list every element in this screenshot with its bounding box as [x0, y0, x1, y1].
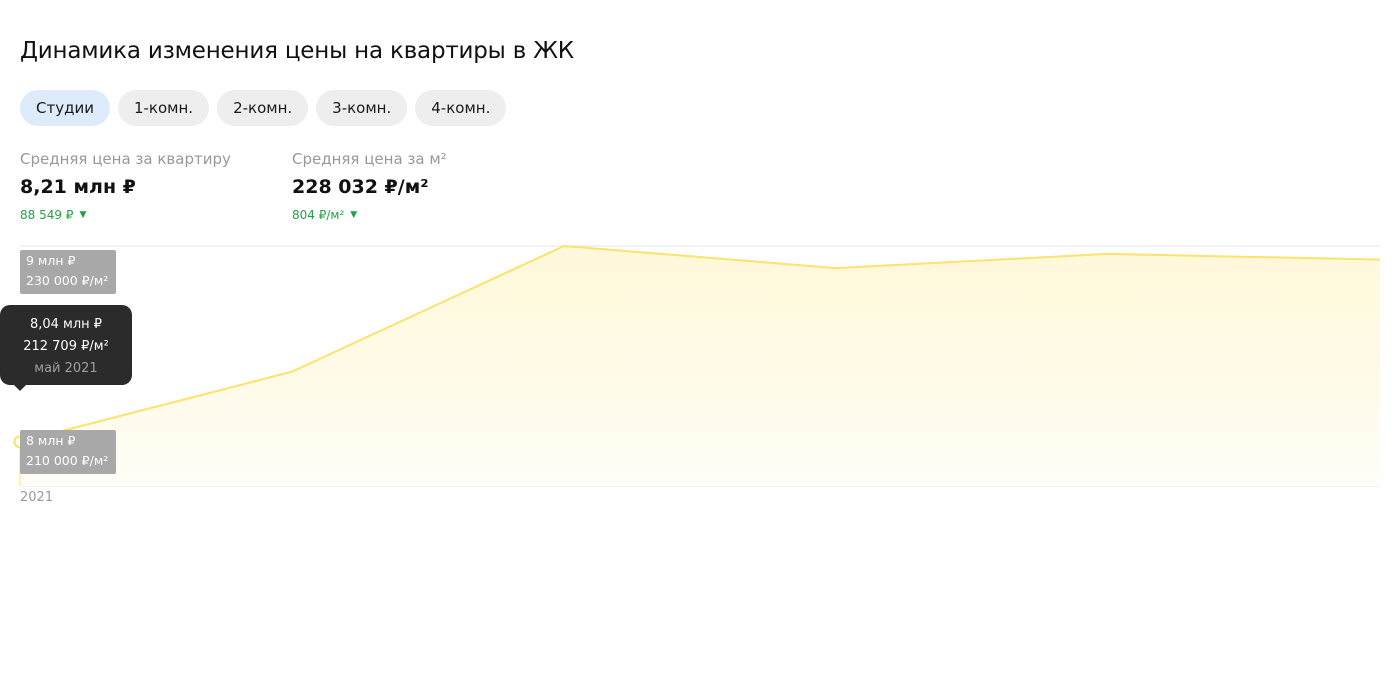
avg-price-m2-stat: Средняя цена за м² 228 032 ₽/м² 804 ₽/м²… [292, 149, 447, 223]
avg-price-label: Средняя цена за квартиру [20, 150, 231, 168]
down-arrow-icon: ▼ [350, 210, 358, 220]
avg-price-change: 88 549 ₽ ▼ [20, 207, 231, 223]
avg-price-value: 8,21 млн ₽ [20, 176, 136, 198]
y-tick-price-m2: 230 000 ₽/м² [26, 273, 109, 288]
tab-4-room[interactable]: 4-комн. [415, 90, 507, 126]
data-point [289, 369, 295, 375]
down-arrow-icon: ▼ [79, 210, 87, 220]
chart-tooltip: 8,04 млн ₽ 212 709 ₽/м² май 2021 [0, 305, 132, 391]
y-tick-label-top: 9 млн ₽ 230 000 ₽/м² [20, 250, 116, 294]
y-tick-price-m2: 210 000 ₽/м² [26, 453, 109, 468]
data-point [1377, 257, 1383, 263]
series-line [19, 245, 1381, 443]
tab-3-room[interactable]: 3-комн. [316, 90, 408, 126]
avg-price-m2-label: Средняя цена за м² [292, 150, 447, 168]
y-tick-price: 8 млн ₽ [26, 433, 76, 448]
avg-price-m2-change: 804 ₽/м² ▼ [292, 207, 447, 223]
price-chart[interactable] [0, 230, 1400, 500]
tab-studios[interactable]: Студии [20, 90, 110, 126]
avg-price-m2-change-value: 804 ₽/м² [292, 208, 345, 222]
data-point [833, 265, 839, 271]
data-point [561, 243, 567, 249]
tooltip-tail [14, 385, 26, 391]
tab-1-room[interactable]: 1-комн. [117, 90, 210, 126]
price-area [20, 246, 1380, 486]
tooltip-price-m2: 212 709 ₽/м² [23, 339, 109, 354]
x-tick-label: 2021 [20, 490, 54, 505]
y-tick-price: 9 млн ₽ [26, 253, 76, 268]
avg-price-m2-value: 228 032 ₽/м² [292, 176, 429, 198]
tooltip-price: 8,04 млн ₽ [29, 317, 103, 332]
data-point [1105, 251, 1111, 257]
room-type-tabs: Студии 1-комн. 2-комн. 3-комн. 4-комн. [20, 90, 507, 126]
tab-2-room[interactable]: 2-комн. [217, 90, 309, 126]
y-tick-label-bottom: 8 млн ₽ 210 000 ₽/м² [20, 430, 116, 474]
avg-price-change-value: 88 549 ₽ [20, 208, 74, 222]
page-title: Динамика изменения цены на квартиры в ЖК [20, 38, 574, 64]
tooltip-date: май 2021 [34, 361, 98, 376]
avg-price-stat: Средняя цена за квартиру 8,21 млн ₽ 88 5… [20, 149, 231, 223]
